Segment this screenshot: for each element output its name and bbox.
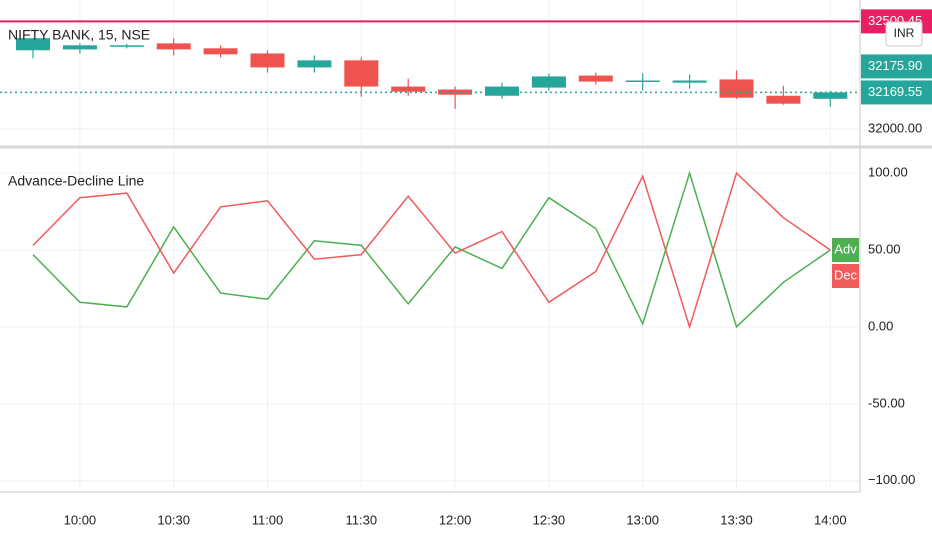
x-tick-label: 13:00: [626, 512, 659, 527]
y-tick-label: 0.00: [868, 318, 893, 333]
x-tick-label: 12:00: [439, 512, 472, 527]
candle-body: [156, 43, 191, 50]
y-tick-label: −100.00: [868, 472, 915, 487]
price-label-box: [861, 54, 932, 79]
candle-body: [16, 38, 50, 51]
indicator-title: Advance-Decline Line: [8, 173, 144, 189]
chart-title: NIFTY BANK, 15, NSE: [8, 27, 150, 43]
candle-body: [766, 95, 801, 104]
candle-body: [297, 60, 332, 68]
candle-body: [344, 60, 379, 87]
price-label-box: [861, 80, 932, 105]
price-label: 32175.90: [868, 58, 922, 73]
x-tick-label: 12:30: [533, 512, 566, 527]
indicator-pane: [0, 150, 860, 490]
y-tick-label: 50.00: [868, 241, 901, 256]
candle-body: [578, 75, 613, 82]
x-tick-label: 11:00: [252, 512, 284, 527]
candle-body: [203, 48, 238, 55]
series-label-box: [832, 264, 859, 288]
candle-body: [813, 92, 848, 99]
candle-body: [391, 86, 426, 92]
currency-box: [885, 21, 923, 47]
candle-body: [672, 80, 707, 83]
y-tick-label: 32000.00: [868, 120, 922, 135]
candle-body: [531, 76, 566, 88]
legend-label: Adv: [834, 241, 857, 256]
x-tick-label: 13:30: [720, 512, 753, 527]
y-tick-label: -50.00: [868, 395, 905, 410]
candle-body: [250, 53, 285, 68]
y-tick-label: 100.00: [868, 165, 908, 180]
price-label: 32169.55: [868, 84, 922, 99]
axes: 10:00 10:30 11:00 11:30 12:00 12:30 13:00 13:30…: [64, 9, 932, 527]
series-label-box: [832, 238, 859, 262]
x-tick-label: 10:30: [157, 512, 190, 527]
legend-label: Dec: [834, 267, 858, 282]
x-tick-label: 10:00: [64, 512, 97, 527]
series-line: [32, 171, 831, 330]
candle-body: [62, 45, 97, 50]
price-pane: [0, 0, 860, 146]
series-line: [32, 170, 831, 329]
candle-body: [719, 79, 754, 98]
x-tick-label: 11:30: [346, 512, 378, 527]
candle-body: [485, 86, 519, 96]
candle-body: [625, 80, 660, 83]
x-tick-label: 14:00: [814, 512, 847, 527]
candle-body: [109, 45, 144, 47]
currency: INR: [894, 26, 915, 40]
